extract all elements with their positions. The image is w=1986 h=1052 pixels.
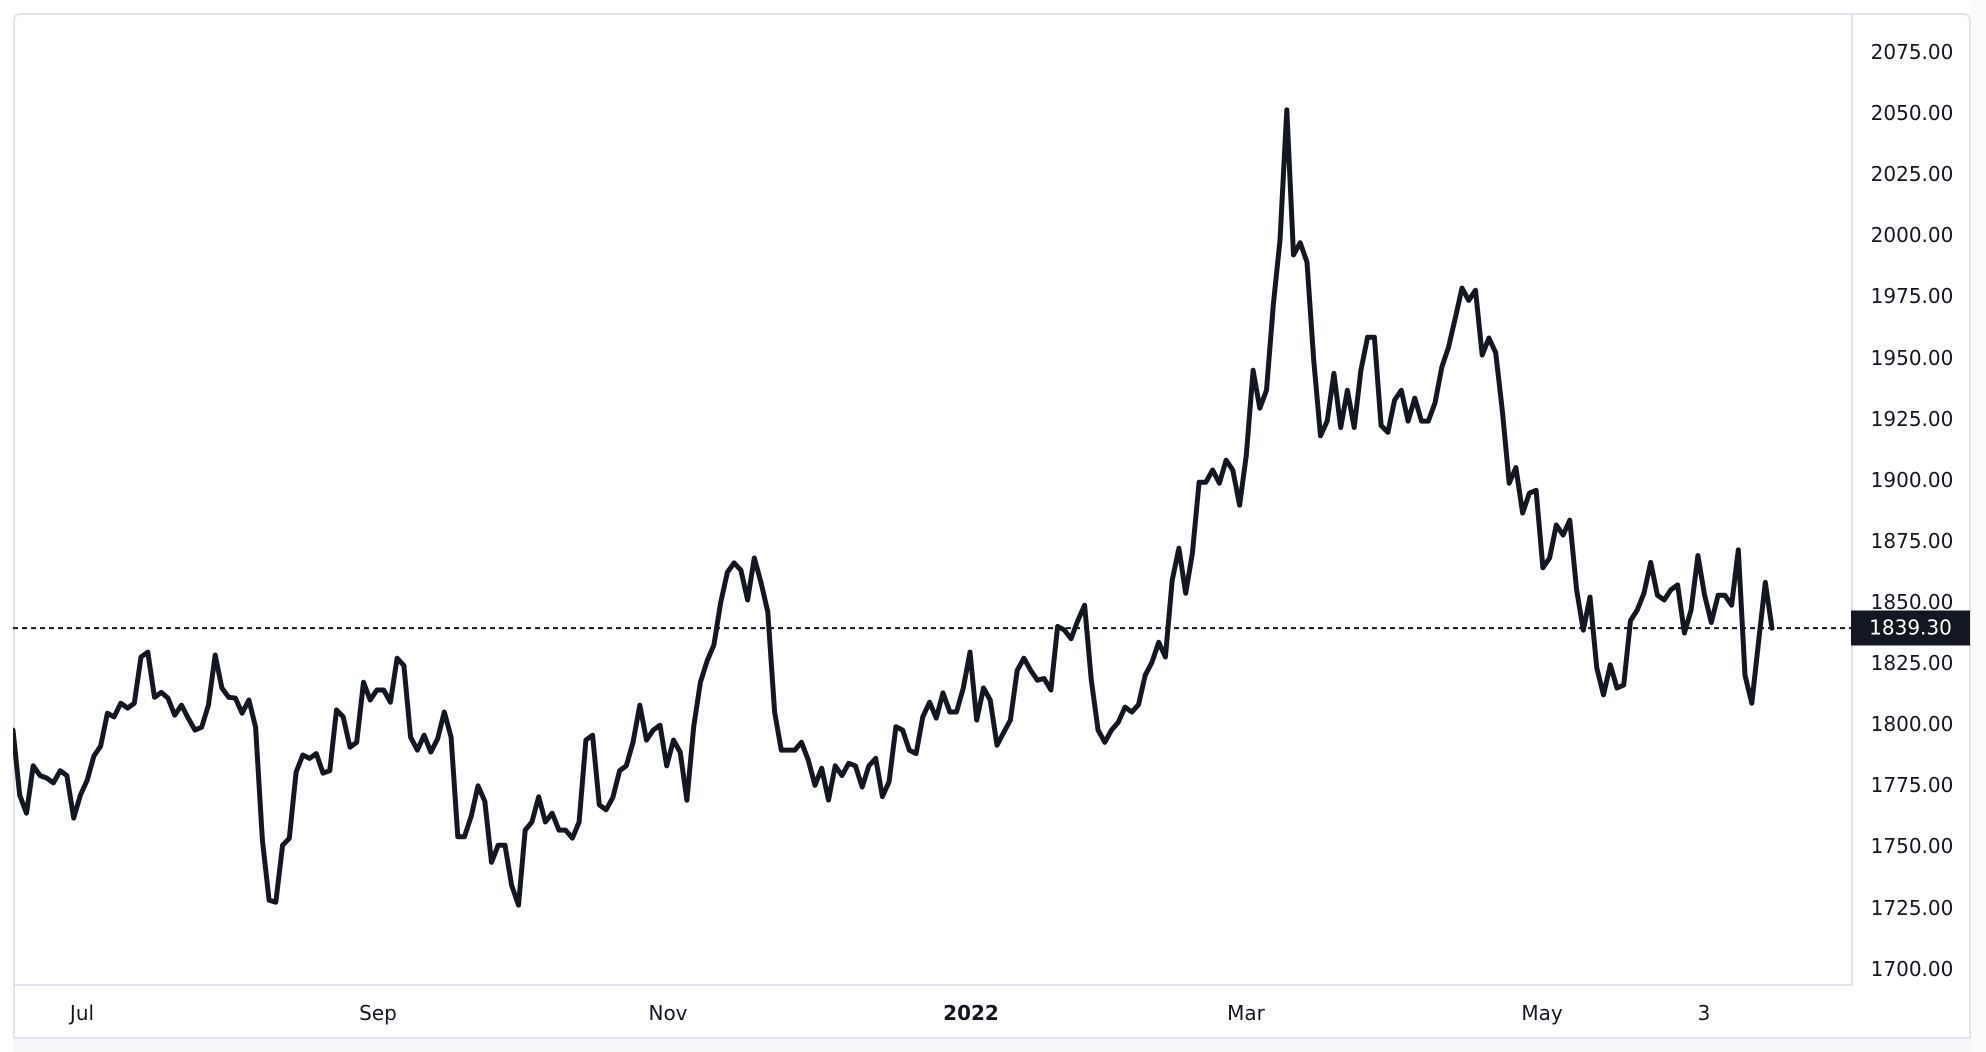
time-tick-label: 2022 [943, 1001, 999, 1025]
time-tick-label: Nov [648, 1001, 688, 1025]
price-tick-label: 1750.00 [1870, 834, 1954, 859]
price-tick-label: 1925.00 [1870, 406, 1954, 431]
price-tick-label: 1950.00 [1870, 345, 1954, 370]
price-tick-label: 2050.00 [1870, 101, 1954, 126]
time-tick-label: Jul [69, 1001, 95, 1025]
price-tick-label: 2000.00 [1870, 223, 1954, 248]
price-tick-label: 1700.00 [1870, 956, 1954, 981]
price-tick-label: 1975.00 [1870, 284, 1954, 309]
price-tick-label: 1725.00 [1870, 895, 1954, 920]
time-tick-label: 3 [1697, 1001, 1711, 1025]
price-tick-label: 1825.00 [1870, 651, 1954, 676]
chart-widget [13, 13, 1971, 1037]
time-tick-label: Sep [359, 1001, 397, 1025]
price-axis[interactable]: 2075.00 2050.00 2025.00 2000.00 1975.00 1950.… [1853, 13, 1971, 1037]
plot-pane[interactable] [13, 13, 1853, 986]
time-tick-label: Mar [1227, 1001, 1265, 1025]
bottom-toolbar-strip [13, 1037, 1971, 1052]
time-axis[interactable]: Jul Sep Nov 2022 Mar May 3 [13, 986, 1851, 1037]
last-price-badge: 1839.30 [1851, 610, 1970, 646]
price-tick-label: 1800.00 [1870, 712, 1954, 737]
price-series-line [13, 107, 1775, 908]
right-gutter [1971, 0, 1986, 1052]
price-tick-label: 1775.00 [1870, 773, 1954, 798]
price-tick-label: 2075.00 [1870, 40, 1954, 64]
price-tick-label: 2025.00 [1870, 162, 1954, 187]
price-tick-label: 1875.00 [1870, 528, 1954, 553]
time-tick-label: May [1521, 1001, 1563, 1025]
price-tick-label: 1900.00 [1870, 467, 1954, 492]
price-line-chart[interactable] [13, 13, 1851, 984]
price-tick-label: 1850.00 [1870, 590, 1954, 614]
